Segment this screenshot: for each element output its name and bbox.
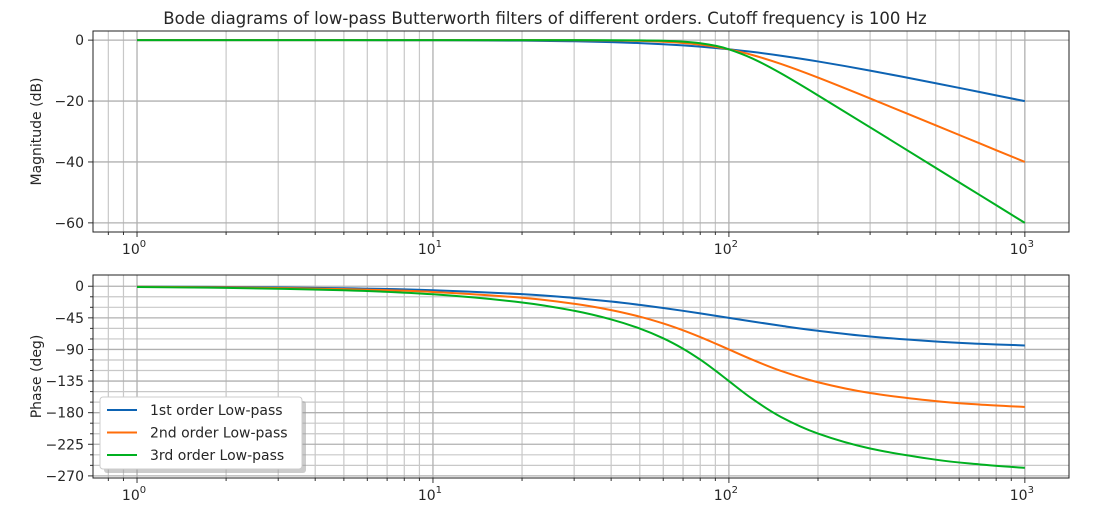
y-axis-label: Phase (deg) xyxy=(29,335,45,419)
y-tick-label: −90 xyxy=(54,342,84,358)
y-axis-label: Magnitude (dB) xyxy=(29,77,45,185)
x-tick-base: 10 xyxy=(122,488,140,504)
y-tick-label: −45 xyxy=(54,311,84,327)
x-tick-exponent: 2 xyxy=(732,239,738,250)
x-tick-label: 102 xyxy=(714,239,738,258)
x-tick-base: 10 xyxy=(418,488,436,504)
legend-label: 1st order Low-pass xyxy=(150,403,283,419)
x-tick-exponent: 0 xyxy=(140,485,146,496)
legend-label: 2nd order Low-pass xyxy=(150,426,288,442)
x-tick-base: 10 xyxy=(1010,242,1028,258)
x-tick-exponent: 3 xyxy=(1028,485,1034,496)
axes-frame xyxy=(92,274,1070,479)
series-line-3 xyxy=(137,39,1026,224)
x-tick-label: 100 xyxy=(122,485,146,504)
axes-frame xyxy=(92,30,1070,233)
series-line-1 xyxy=(137,285,1025,347)
x-tick-base: 10 xyxy=(122,242,140,258)
y-tick-label: −180 xyxy=(46,406,84,422)
series-line-1 xyxy=(137,39,1026,103)
x-tick-base: 10 xyxy=(418,242,436,258)
x-tick-label: 101 xyxy=(418,485,442,504)
x-tick-exponent: 1 xyxy=(436,239,442,250)
x-tick-exponent: 1 xyxy=(436,485,442,496)
y-tick-label: −270 xyxy=(46,469,84,485)
series-line-2 xyxy=(137,285,1025,408)
y-tick-label: −60 xyxy=(54,216,84,232)
series-line-3 xyxy=(137,286,1025,469)
x-tick-exponent: 2 xyxy=(732,485,738,496)
legend-box xyxy=(99,396,303,470)
phase-axes: 100 101 102 1030−45−90−135−180−225−270Phase… xyxy=(29,274,1070,511)
y-tick-label: 0 xyxy=(75,33,84,49)
x-tick-label: 100 xyxy=(122,239,146,258)
y-tick-label: −225 xyxy=(46,437,84,453)
chart-title: Bode diagrams of low-pass Butterworth fi… xyxy=(163,9,926,28)
x-tick-label: 103 xyxy=(1010,239,1034,258)
legend: 1st order Low-pass 2nd order Low-pass 3rd … xyxy=(99,396,306,473)
y-tick-label: 0 xyxy=(75,279,84,295)
y-tick-label: −135 xyxy=(46,374,84,390)
y-tick-label: −40 xyxy=(54,155,84,171)
x-tick-base: 10 xyxy=(1010,488,1028,504)
x-tick-label: 103 xyxy=(1010,485,1034,504)
x-tick-exponent: 3 xyxy=(1028,239,1034,250)
x-tick-base: 10 xyxy=(714,488,732,504)
x-tick-base: 10 xyxy=(714,242,732,258)
x-tick-label: 101 xyxy=(418,239,442,258)
x-tick-exponent: 0 xyxy=(140,239,146,250)
y-tick-label: −20 xyxy=(54,94,84,110)
x-tick-label: 102 xyxy=(714,485,738,504)
legend-label: 3rd order Low-pass xyxy=(150,448,284,464)
